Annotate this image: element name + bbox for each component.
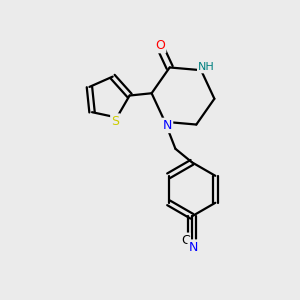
Text: O: O (155, 39, 165, 52)
Text: S: S (111, 115, 119, 128)
Text: N: N (189, 241, 198, 254)
Text: N: N (163, 119, 172, 132)
Text: NH: NH (198, 62, 215, 72)
Text: C: C (181, 234, 190, 247)
